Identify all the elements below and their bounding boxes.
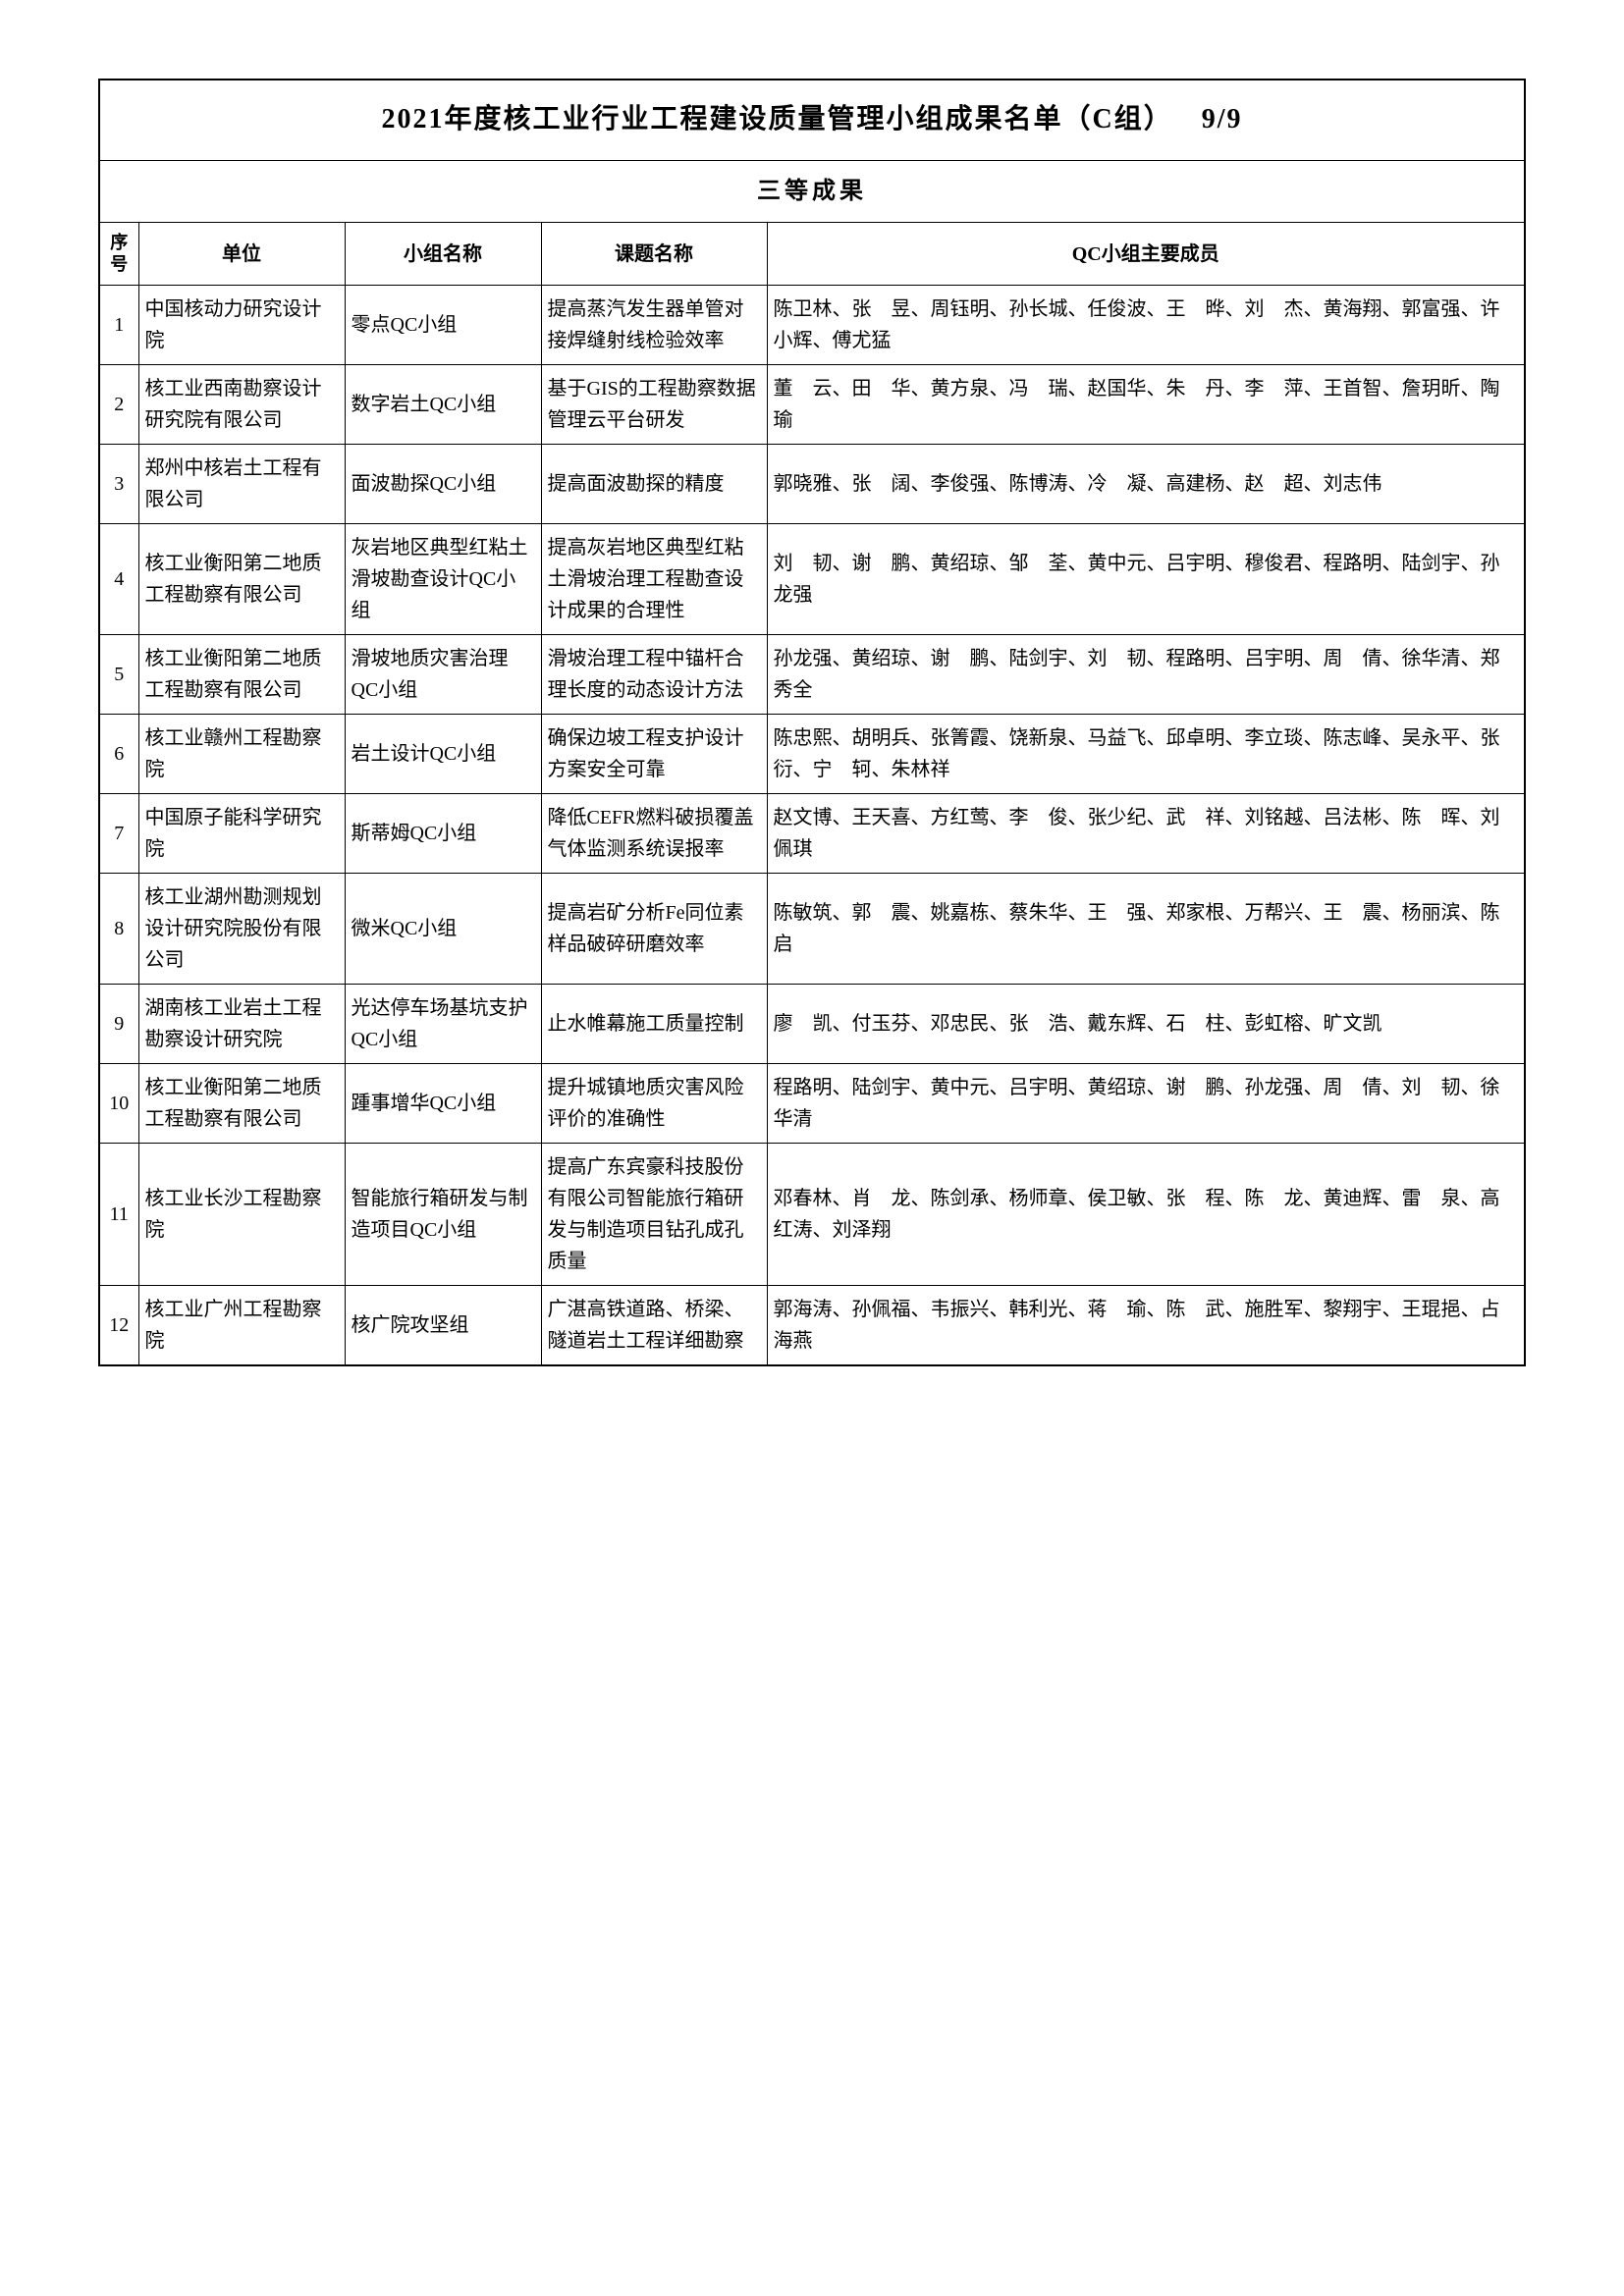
cell-members: 邓春林、肖 龙、陈剑承、杨师章、侯卫敏、张 程、陈 龙、黄迪辉、雷 泉、高红涛、… <box>767 1144 1525 1286</box>
cell-topic: 止水帷幕施工质量控制 <box>541 985 767 1064</box>
cell-seq: 6 <box>99 715 138 794</box>
header-unit: 单位 <box>138 223 345 286</box>
table-body: 1中国核动力研究设计院零点QC小组提高蒸汽发生器单管对接焊缝射线检验效率陈卫林、… <box>99 286 1525 1366</box>
cell-members: 陈忠熙、胡明兵、张箐霞、饶新泉、马益飞、邱卓明、李立琰、陈志峰、吴永平、张 衍、… <box>767 715 1525 794</box>
cell-members: 郭晓雅、张 阔、李俊强、陈博涛、冷 凝、高建杨、赵 超、刘志伟 <box>767 445 1525 524</box>
title-row: 2021年度核工业行业工程建设质量管理小组成果名单（C组） 9/9 <box>99 80 1525 160</box>
cell-group: 智能旅行箱研发与制造项目QC小组 <box>345 1144 541 1286</box>
cell-unit: 核工业长沙工程勘察院 <box>138 1144 345 1286</box>
cell-members: 程路明、陆剑宇、黄中元、吕宇明、黄绍琼、谢 鹏、孙龙强、周 倩、刘 韧、徐华清 <box>767 1064 1525 1144</box>
header-row: 序号 单位 小组名称 课题名称 QC小组主要成员 <box>99 223 1525 286</box>
document-container: 2021年度核工业行业工程建设质量管理小组成果名单（C组） 9/9 三等成果 序… <box>98 79 1526 1366</box>
cell-group: 斯蒂姆QC小组 <box>345 794 541 874</box>
cell-topic: 提高广东宾豪科技股份有限公司智能旅行箱研发与制造项目钻孔成孔质量 <box>541 1144 767 1286</box>
cell-unit: 中国原子能科学研究院 <box>138 794 345 874</box>
cell-group: 微米QC小组 <box>345 874 541 985</box>
cell-unit: 核工业广州工程勘察院 <box>138 1286 345 1366</box>
cell-topic: 滑坡治理工程中锚杆合理长度的动态设计方法 <box>541 635 767 715</box>
cell-seq: 3 <box>99 445 138 524</box>
cell-unit: 核工业衡阳第二地质工程勘察有限公司 <box>138 1064 345 1144</box>
cell-unit: 核工业衡阳第二地质工程勘察有限公司 <box>138 635 345 715</box>
cell-seq: 12 <box>99 1286 138 1366</box>
table-row: 8核工业湖州勘测规划设计研究院股份有限公司微米QC小组提高岩矿分析Fe同位素样品… <box>99 874 1525 985</box>
cell-group: 零点QC小组 <box>345 286 541 365</box>
table-row: 3郑州中核岩土工程有限公司面波勘探QC小组提高面波勘探的精度郭晓雅、张 阔、李俊… <box>99 445 1525 524</box>
cell-seq: 9 <box>99 985 138 1064</box>
cell-group: 数字岩土QC小组 <box>345 365 541 445</box>
cell-topic: 提升城镇地质灾害风险评价的准确性 <box>541 1064 767 1144</box>
table-row: 6核工业赣州工程勘察院岩土设计QC小组确保边坡工程支护设计方案安全可靠陈忠熙、胡… <box>99 715 1525 794</box>
cell-members: 孙龙强、黄绍琼、谢 鹏、陆剑宇、刘 韧、程路明、吕宇明、周 倩、徐华清、郑秀全 <box>767 635 1525 715</box>
cell-topic: 降低CEFR燃料破损覆盖气体监测系统误报率 <box>541 794 767 874</box>
cell-group: 核广院攻坚组 <box>345 1286 541 1366</box>
results-table: 2021年度核工业行业工程建设质量管理小组成果名单（C组） 9/9 三等成果 序… <box>98 79 1526 1366</box>
subtitle-row: 三等成果 <box>99 160 1525 222</box>
table-row: 2核工业西南勘察设计研究院有限公司数字岩土QC小组基于GIS的工程勘察数据管理云… <box>99 365 1525 445</box>
cell-unit: 湖南核工业岩土工程勘察设计研究院 <box>138 985 345 1064</box>
cell-seq: 11 <box>99 1144 138 1286</box>
cell-group: 踵事增华QC小组 <box>345 1064 541 1144</box>
table-row: 10核工业衡阳第二地质工程勘察有限公司踵事增华QC小组提升城镇地质灾害风险评价的… <box>99 1064 1525 1144</box>
document-title: 2021年度核工业行业工程建设质量管理小组成果名单（C组） <box>381 104 1172 134</box>
header-members: QC小组主要成员 <box>767 223 1525 286</box>
cell-group: 滑坡地质灾害治理QC小组 <box>345 635 541 715</box>
cell-members: 董 云、田 华、黄方泉、冯 瑞、赵国华、朱 丹、李 萍、王首智、詹玥昕、陶 瑜 <box>767 365 1525 445</box>
table-row: 5核工业衡阳第二地质工程勘察有限公司滑坡地质灾害治理QC小组滑坡治理工程中锚杆合… <box>99 635 1525 715</box>
cell-seq: 10 <box>99 1064 138 1144</box>
cell-topic: 提高岩矿分析Fe同位素样品破碎研磨效率 <box>541 874 767 985</box>
cell-members: 廖 凯、付玉芬、邓忠民、张 浩、戴东辉、石 柱、彭虹榕、旷文凯 <box>767 985 1525 1064</box>
cell-unit: 核工业西南勘察设计研究院有限公司 <box>138 365 345 445</box>
cell-seq: 4 <box>99 524 138 635</box>
header-seq: 序号 <box>99 223 138 286</box>
cell-topic: 基于GIS的工程勘察数据管理云平台研发 <box>541 365 767 445</box>
cell-unit: 中国核动力研究设计院 <box>138 286 345 365</box>
cell-group: 岩土设计QC小组 <box>345 715 541 794</box>
cell-members: 陈卫林、张 昱、周钰明、孙长城、任俊波、王 晔、刘 杰、黄海翔、郭富强、许小辉、… <box>767 286 1525 365</box>
table-row: 11核工业长沙工程勘察院智能旅行箱研发与制造项目QC小组提高广东宾豪科技股份有限… <box>99 1144 1525 1286</box>
table-row: 7中国原子能科学研究院斯蒂姆QC小组降低CEFR燃料破损覆盖气体监测系统误报率赵… <box>99 794 1525 874</box>
header-group: 小组名称 <box>345 223 541 286</box>
cell-seq: 5 <box>99 635 138 715</box>
cell-members: 赵文博、王天喜、方红莺、李 俊、张少纪、武 祥、刘铭越、吕法彬、陈 晖、刘佩琪 <box>767 794 1525 874</box>
cell-seq: 1 <box>99 286 138 365</box>
page-number: 9/9 <box>1202 104 1243 134</box>
table-row: 9湖南核工业岩土工程勘察设计研究院光达停车场基坑支护QC小组止水帷幕施工质量控制… <box>99 985 1525 1064</box>
cell-seq: 2 <box>99 365 138 445</box>
subtitle-cell: 三等成果 <box>99 160 1525 222</box>
cell-topic: 提高蒸汽发生器单管对接焊缝射线检验效率 <box>541 286 767 365</box>
cell-topic: 广湛高铁道路、桥梁、隧道岩土工程详细勘察 <box>541 1286 767 1366</box>
cell-members: 郭海涛、孙佩福、韦振兴、韩利光、蒋 瑜、陈 武、施胜军、黎翔宇、王琨挹、占海燕 <box>767 1286 1525 1366</box>
table-row: 4核工业衡阳第二地质工程勘察有限公司灰岩地区典型红粘土滑坡勘查设计QC小组提高灰… <box>99 524 1525 635</box>
cell-unit: 核工业赣州工程勘察院 <box>138 715 345 794</box>
cell-unit: 核工业衡阳第二地质工程勘察有限公司 <box>138 524 345 635</box>
header-topic: 课题名称 <box>541 223 767 286</box>
cell-topic: 提高灰岩地区典型红粘土滑坡治理工程勘查设计成果的合理性 <box>541 524 767 635</box>
cell-unit: 核工业湖州勘测规划设计研究院股份有限公司 <box>138 874 345 985</box>
cell-members: 陈敏筑、郭 震、姚嘉栋、蔡朱华、王 强、郑家根、万帮兴、王 震、杨丽滨、陈 启 <box>767 874 1525 985</box>
cell-topic: 提高面波勘探的精度 <box>541 445 767 524</box>
cell-members: 刘 韧、谢 鹏、黄绍琼、邹 荃、黄中元、吕宇明、穆俊君、程路明、陆剑宇、孙龙强 <box>767 524 1525 635</box>
cell-seq: 8 <box>99 874 138 985</box>
table-row: 1中国核动力研究设计院零点QC小组提高蒸汽发生器单管对接焊缝射线检验效率陈卫林、… <box>99 286 1525 365</box>
title-cell: 2021年度核工业行业工程建设质量管理小组成果名单（C组） 9/9 <box>99 80 1525 160</box>
cell-unit: 郑州中核岩土工程有限公司 <box>138 445 345 524</box>
cell-group: 面波勘探QC小组 <box>345 445 541 524</box>
table-row: 12核工业广州工程勘察院核广院攻坚组广湛高铁道路、桥梁、隧道岩土工程详细勘察郭海… <box>99 1286 1525 1366</box>
cell-group: 灰岩地区典型红粘土滑坡勘查设计QC小组 <box>345 524 541 635</box>
cell-topic: 确保边坡工程支护设计方案安全可靠 <box>541 715 767 794</box>
cell-seq: 7 <box>99 794 138 874</box>
cell-group: 光达停车场基坑支护QC小组 <box>345 985 541 1064</box>
